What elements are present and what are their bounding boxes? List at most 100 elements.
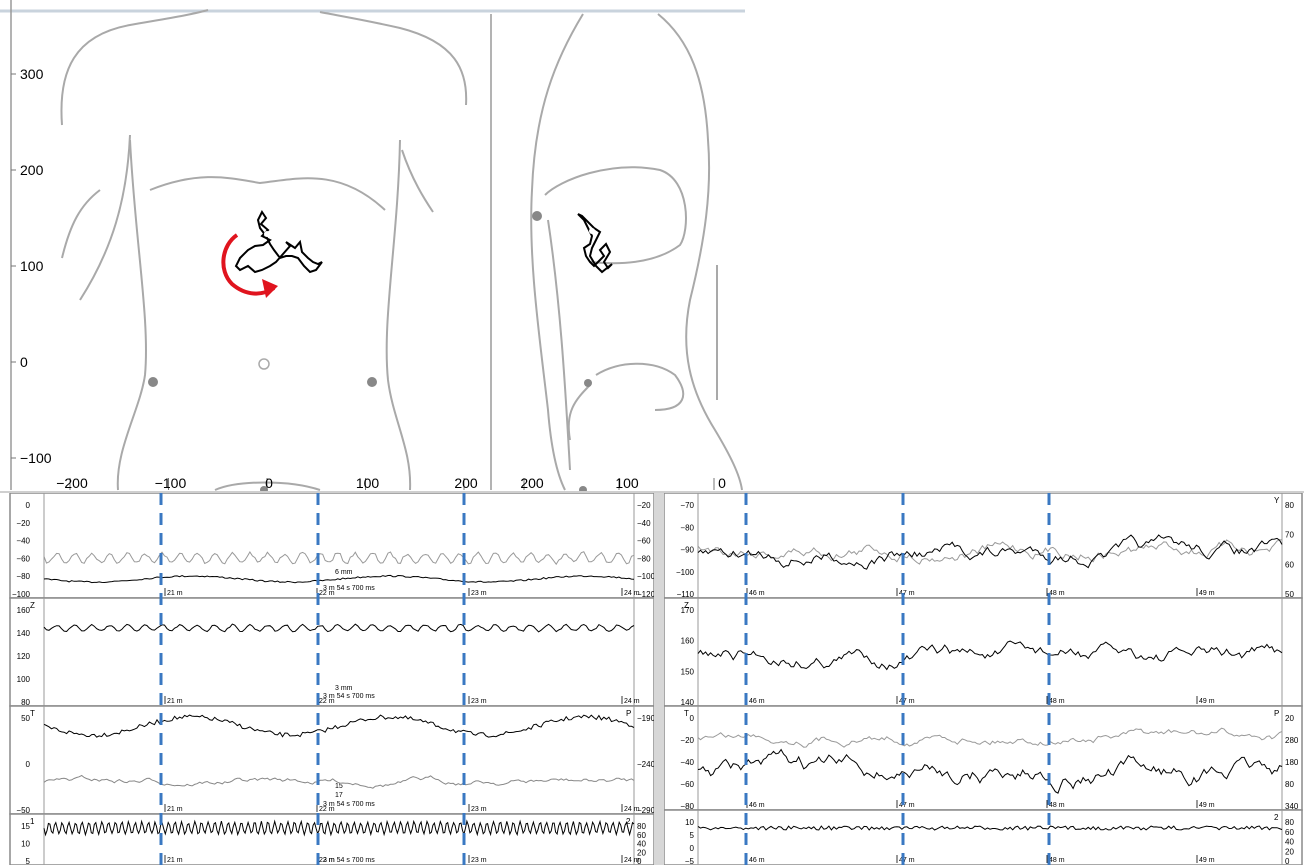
- right-tick-label: 20: [637, 848, 646, 857]
- time-label: 49 m: [1199, 590, 1215, 597]
- right-tick-label: 50: [1285, 590, 1294, 599]
- time-label: 48 m: [1049, 698, 1065, 705]
- right-tick-label: −100: [637, 572, 656, 581]
- right-tick-label: 80: [1285, 818, 1294, 827]
- panel-corner-label: 2: [626, 817, 631, 826]
- front-x-tick-label: 200: [454, 475, 478, 491]
- time-label: 22 m: [319, 806, 335, 813]
- right-tick-label: −20: [637, 501, 651, 510]
- series-line: [43, 551, 635, 566]
- right-tick-label: 80: [637, 822, 646, 831]
- front-trace-origin: [264, 231, 270, 237]
- time-label: 49 m: [1199, 857, 1215, 864]
- panel-corner-label: P: [626, 709, 631, 718]
- time-label: 48 m: [1049, 590, 1065, 597]
- series-line: [697, 748, 1283, 794]
- front-x-tick-label: 0: [265, 475, 273, 491]
- time-label: 23 m: [471, 857, 487, 864]
- panel-frame: [663, 809, 1303, 865]
- left-tick-label: 10: [21, 840, 30, 849]
- side-position-trace: [577, 213, 613, 274]
- series-line: [43, 574, 635, 584]
- front-position-trace: [234, 210, 323, 274]
- strip-gutter: [654, 493, 664, 865]
- left-strip-charts: 0 −20 −40 −60 −80 −100 −20 −40 −60 −80 −100 −120 21 …: [9, 492, 656, 865]
- time-label: 48 m: [1049, 802, 1065, 809]
- panel-frame: [9, 705, 655, 815]
- left-tick-label: 170: [681, 606, 695, 615]
- time-label: 47 m: [899, 857, 915, 864]
- side-trace-origin: [589, 228, 595, 234]
- left-tick-label: −80: [680, 523, 694, 532]
- right-tick-label: 20: [1285, 847, 1294, 856]
- left-tick-label: −40: [680, 758, 694, 767]
- duration-annotation: 3 m 54 s 700 ms: [323, 857, 375, 864]
- left-tick-label: 5: [26, 857, 31, 865]
- left-tick-label: −100: [676, 568, 695, 577]
- panel-frame: [663, 492, 1303, 599]
- series-line: [43, 714, 635, 738]
- side-x-tick-label: 100: [615, 475, 639, 491]
- panel-frame: [663, 705, 1303, 811]
- duration-annotation: 3 m 54 s 700 ms: [323, 693, 375, 700]
- front-body-outline: [60, 9, 468, 491]
- time-label: 21 m: [167, 857, 183, 864]
- right-tick-label: 60: [637, 831, 646, 840]
- time-label: 47 m: [899, 698, 915, 705]
- left-tick-label: 50: [21, 714, 30, 723]
- right-tick-label: −80: [637, 554, 651, 563]
- panel-corner-label: Z: [30, 601, 35, 610]
- side-x-tick-label: 200: [520, 475, 544, 491]
- time-label: 23 m: [471, 698, 487, 705]
- left-tick-label: 10: [685, 818, 694, 827]
- front-y-axis-ticks: 300 200 100 0 −100: [11, 66, 52, 466]
- right-tick-label: 40: [1285, 838, 1294, 847]
- series-line: [43, 774, 635, 789]
- right-tick-label: 80: [1285, 501, 1294, 510]
- front-y-tick-label: 0: [20, 354, 28, 370]
- left-strip-panel: 0 −20 −40 −60 −80 −100 −20 −40 −60 −80 −100 −120 21 …: [9, 492, 656, 599]
- time-label: 22 m: [319, 857, 335, 864]
- time-label: 46 m: [749, 590, 765, 597]
- right-tick-label: 280: [1285, 736, 1299, 745]
- right-tick-label: −120: [637, 590, 656, 599]
- left-tick-label: 0: [690, 844, 695, 853]
- front-x-tick-label: −100: [155, 475, 187, 491]
- front-x-axis-ticks: −200 −100 0 100 200: [56, 475, 478, 491]
- time-label: 24 m: [624, 590, 640, 597]
- left-tick-label: −20: [16, 519, 30, 528]
- time-label: 23 m: [471, 590, 487, 597]
- left-tick-label: −60: [16, 554, 30, 563]
- rotation-arrow: [221, 233, 276, 296]
- left-tick-label: −80: [680, 802, 694, 811]
- side-body-outline: [530, 13, 743, 491]
- right-tick-label: −190: [637, 714, 656, 723]
- series-line: [43, 819, 635, 837]
- right-strip-panel: 0 −20 −40 −60 −80 20 280 180 80 340 T P 46 m 47 m 48 m…: [663, 705, 1303, 811]
- left-tick-label: 160: [681, 637, 695, 646]
- series-line: [697, 640, 1283, 671]
- panel-frame: [9, 597, 655, 707]
- time-label: 49 m: [1199, 698, 1215, 705]
- right-tick-label: 80: [1285, 780, 1294, 789]
- left-tick-label: 150: [681, 667, 695, 676]
- time-label: 22 m: [319, 590, 335, 597]
- right-tick-label: 60: [1285, 828, 1294, 837]
- front-x-tick-label: 100: [356, 475, 380, 491]
- time-label: 49 m: [1199, 802, 1215, 809]
- left-tick-label: 5: [690, 831, 695, 840]
- time-label: 22 m: [319, 698, 335, 705]
- series-line: [697, 727, 1283, 748]
- side-chest-marker: [532, 211, 542, 221]
- right-tick-label: 180: [1285, 758, 1299, 767]
- left-tick-label: −5: [685, 857, 695, 865]
- panel-corner-label: Y: [1274, 496, 1280, 505]
- left-tick-label: −100: [12, 590, 31, 599]
- right-strip-panel: 170 160 150 140 Z 46 m 47 m 48 m 49 m: [663, 597, 1303, 707]
- left-tick-label: 80: [21, 698, 30, 707]
- panel-corner-label: 1: [30, 817, 35, 826]
- event-marker-lines: [159, 493, 1051, 865]
- time-label: 21 m: [167, 698, 183, 705]
- left-tick-label: 15: [21, 822, 30, 831]
